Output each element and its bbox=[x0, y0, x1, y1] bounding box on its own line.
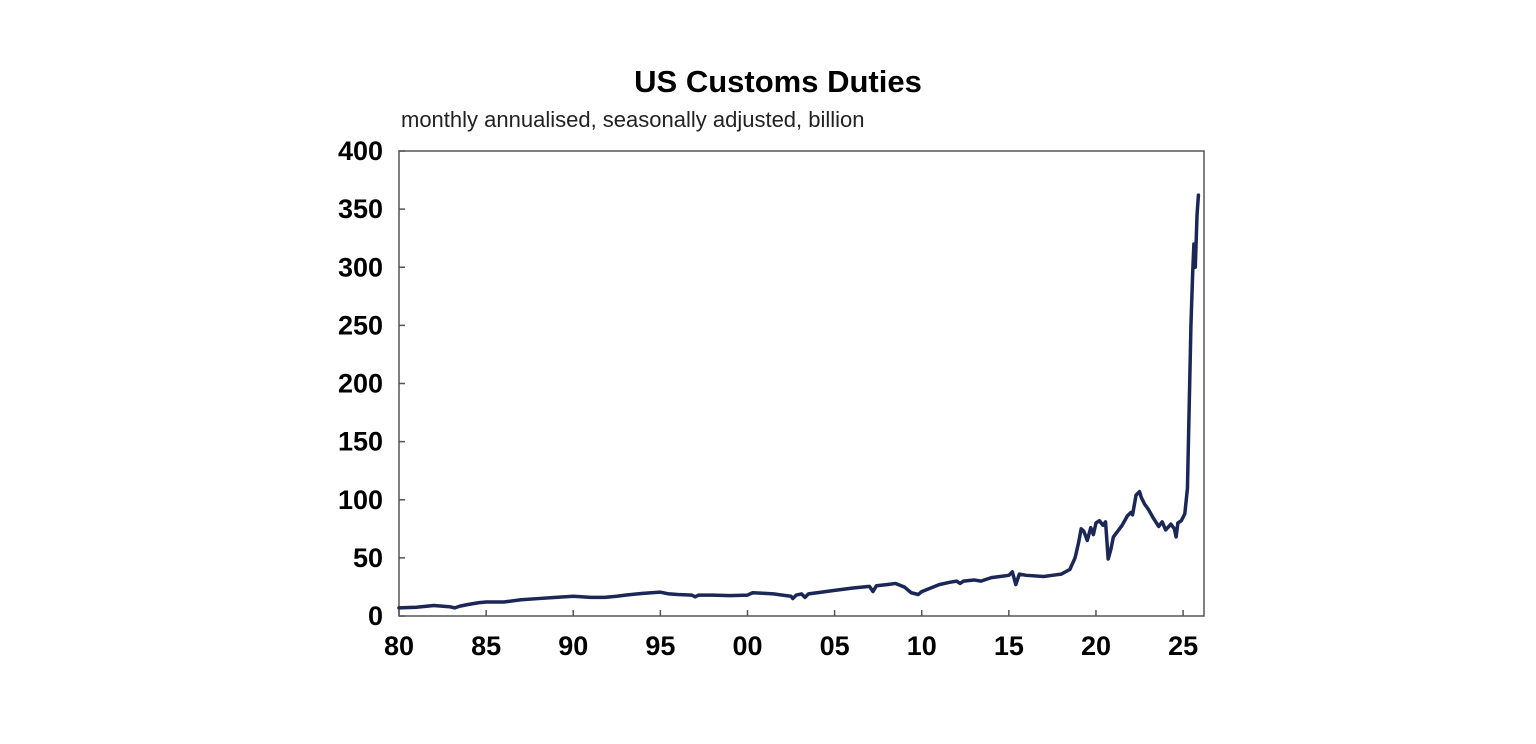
x-tick-label: 80 bbox=[384, 631, 414, 661]
x-tick-label: 05 bbox=[820, 631, 850, 661]
y-tick-label: 50 bbox=[353, 543, 383, 573]
series-line bbox=[397, 193, 1201, 610]
y-tick-label: 0 bbox=[368, 601, 383, 631]
x-tick-label: 95 bbox=[645, 631, 675, 661]
y-tick-label: 150 bbox=[338, 427, 383, 457]
x-tick-label: 15 bbox=[994, 631, 1024, 661]
x-tick-label: 85 bbox=[471, 631, 501, 661]
x-tick-label: 25 bbox=[1168, 631, 1198, 661]
x-tick-label: 00 bbox=[732, 631, 762, 661]
chart-subtitle: monthly annualised, seasonally adjusted,… bbox=[401, 107, 865, 132]
y-tick-label: 200 bbox=[338, 369, 383, 399]
x-tick-label: 90 bbox=[558, 631, 588, 661]
y-tick-label: 350 bbox=[338, 194, 383, 224]
y-tick-label: 400 bbox=[338, 136, 383, 166]
plot-frame bbox=[398, 150, 1205, 617]
y-tick-label: 100 bbox=[338, 485, 383, 515]
x-tick-label: 10 bbox=[907, 631, 937, 661]
y-tick-label: 250 bbox=[338, 310, 383, 340]
chart-title: US Customs Duties bbox=[634, 64, 922, 99]
x-tick-label: 20 bbox=[1081, 631, 1111, 661]
y-tick-label: 300 bbox=[338, 252, 383, 282]
